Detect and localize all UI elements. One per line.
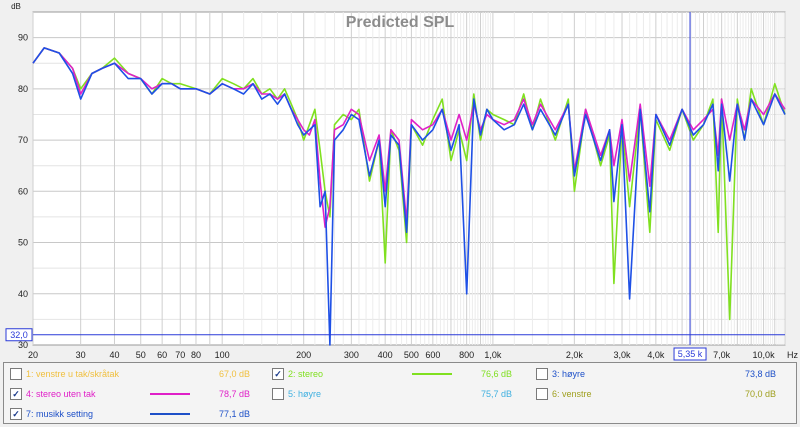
legend-value: 67,0 dB [218, 369, 250, 379]
x-tick-label: 80 [191, 350, 201, 360]
legend-item[interactable]: 5: høyre 75,7 dB [272, 386, 522, 402]
x-tick-label: 60 [157, 350, 167, 360]
x-tick-label: 3,0k [614, 350, 632, 360]
y-axis-label: dB [11, 2, 21, 11]
legend-swatch [412, 373, 452, 375]
legend-swatch [150, 413, 190, 415]
x-tick-label: 10,0k [753, 350, 776, 360]
x-tick-label: 600 [425, 350, 440, 360]
legend-panel: 1: venstre u tak/skråtak 67,0 dB ✓ 2: stere… [3, 362, 797, 424]
series-line-7-musikk-setting [32, 47, 786, 346]
series-group [32, 47, 786, 346]
legend-item[interactable]: ✓ 7: musikk setting 77,1 dB [10, 406, 260, 422]
legend-item[interactable]: ✓ 2: stereo 76,6 dB [272, 366, 522, 382]
x-tick-label: 400 [378, 350, 393, 360]
y-tick-label: 40 [18, 289, 28, 299]
x-tick-label: Hz [787, 350, 798, 360]
x-tick-label: 20 [28, 350, 38, 360]
x-tick-label: 500 [404, 350, 419, 360]
legend-checkbox[interactable] [536, 388, 548, 400]
legend-checkbox[interactable]: ✓ [10, 408, 22, 420]
legend-label: 6: venstre [552, 389, 592, 399]
grid-lines [32, 12, 786, 345]
x-tick-label: 200 [296, 350, 311, 360]
legend-value: 77,1 dB [218, 409, 250, 419]
cursor-x-readout-box [673, 347, 707, 361]
y-tick-label: 60 [18, 186, 28, 196]
y-tick-label: 70 [18, 135, 28, 145]
y-tick-label: 90 [18, 33, 28, 43]
legend-label: 5: høyre [288, 389, 322, 399]
legend-checkbox[interactable] [272, 388, 284, 400]
legend-checkbox[interactable] [10, 368, 22, 380]
legend-item[interactable]: 1: venstre u tak/skråtak 67,0 dB [10, 366, 260, 382]
cursor-x-readout: 5,35 k [678, 349, 703, 359]
x-tick-label: 4,0k [647, 350, 665, 360]
legend-item[interactable]: 6: venstre 70,0 dB [536, 386, 786, 402]
legend-value: 76,6 dB [480, 369, 512, 379]
x-tick-label: 1,0k [484, 350, 502, 360]
legend-label: 4: stereo uten tak [26, 389, 96, 399]
legend-label: 7: musikk setting [26, 409, 94, 419]
cursor[interactable]: 5,35 k 32,0 [5, 12, 785, 361]
x-tick-label: 7,0k [713, 350, 731, 360]
legend-value: 70,0 dB [744, 389, 776, 399]
legend-label: 1: venstre u tak/skråtak [26, 369, 120, 379]
x-tick-label: 800 [459, 350, 474, 360]
legend-label: 3: høyre [552, 369, 586, 379]
y-tick-label: 30 [18, 340, 28, 350]
x-tick-label: 2,0k [566, 350, 584, 360]
x-tick-label: 50 [136, 350, 146, 360]
spl-chart[interactable]: 90 80 70 60 50 40 30 20 30 40 50 60 70 80 100 200 300 400… [0, 0, 800, 362]
legend-checkbox[interactable]: ✓ [10, 388, 22, 400]
x-tick-label: 70 [175, 350, 185, 360]
legend-label: 2: stereo [288, 369, 324, 379]
x-tick-label: 30 [76, 350, 86, 360]
y-tick-label: 80 [18, 84, 28, 94]
chart-title: Predicted SPL [346, 14, 455, 31]
legend-value: 75,7 dB [480, 389, 512, 399]
cursor-y-readout-box [5, 328, 33, 342]
legend-value: 73,8 dB [744, 369, 776, 379]
legend-checkbox[interactable]: ✓ [272, 368, 284, 380]
legend-item[interactable]: ✓ 4: stereo uten tak 78,7 dB [10, 386, 260, 402]
legend-value: 78,7 dB [218, 389, 250, 399]
cursor-y-readout: 32,0 [10, 330, 28, 340]
x-tick-label: 40 [109, 350, 119, 360]
legend-checkbox[interactable] [536, 368, 548, 380]
legend-item[interactable]: 3: høyre 73,8 dB [536, 366, 786, 382]
x-tick-label: 300 [344, 350, 359, 360]
y-tick-label: 50 [18, 238, 28, 248]
legend-swatch [150, 393, 190, 395]
x-tick-label: 100 [215, 350, 230, 360]
